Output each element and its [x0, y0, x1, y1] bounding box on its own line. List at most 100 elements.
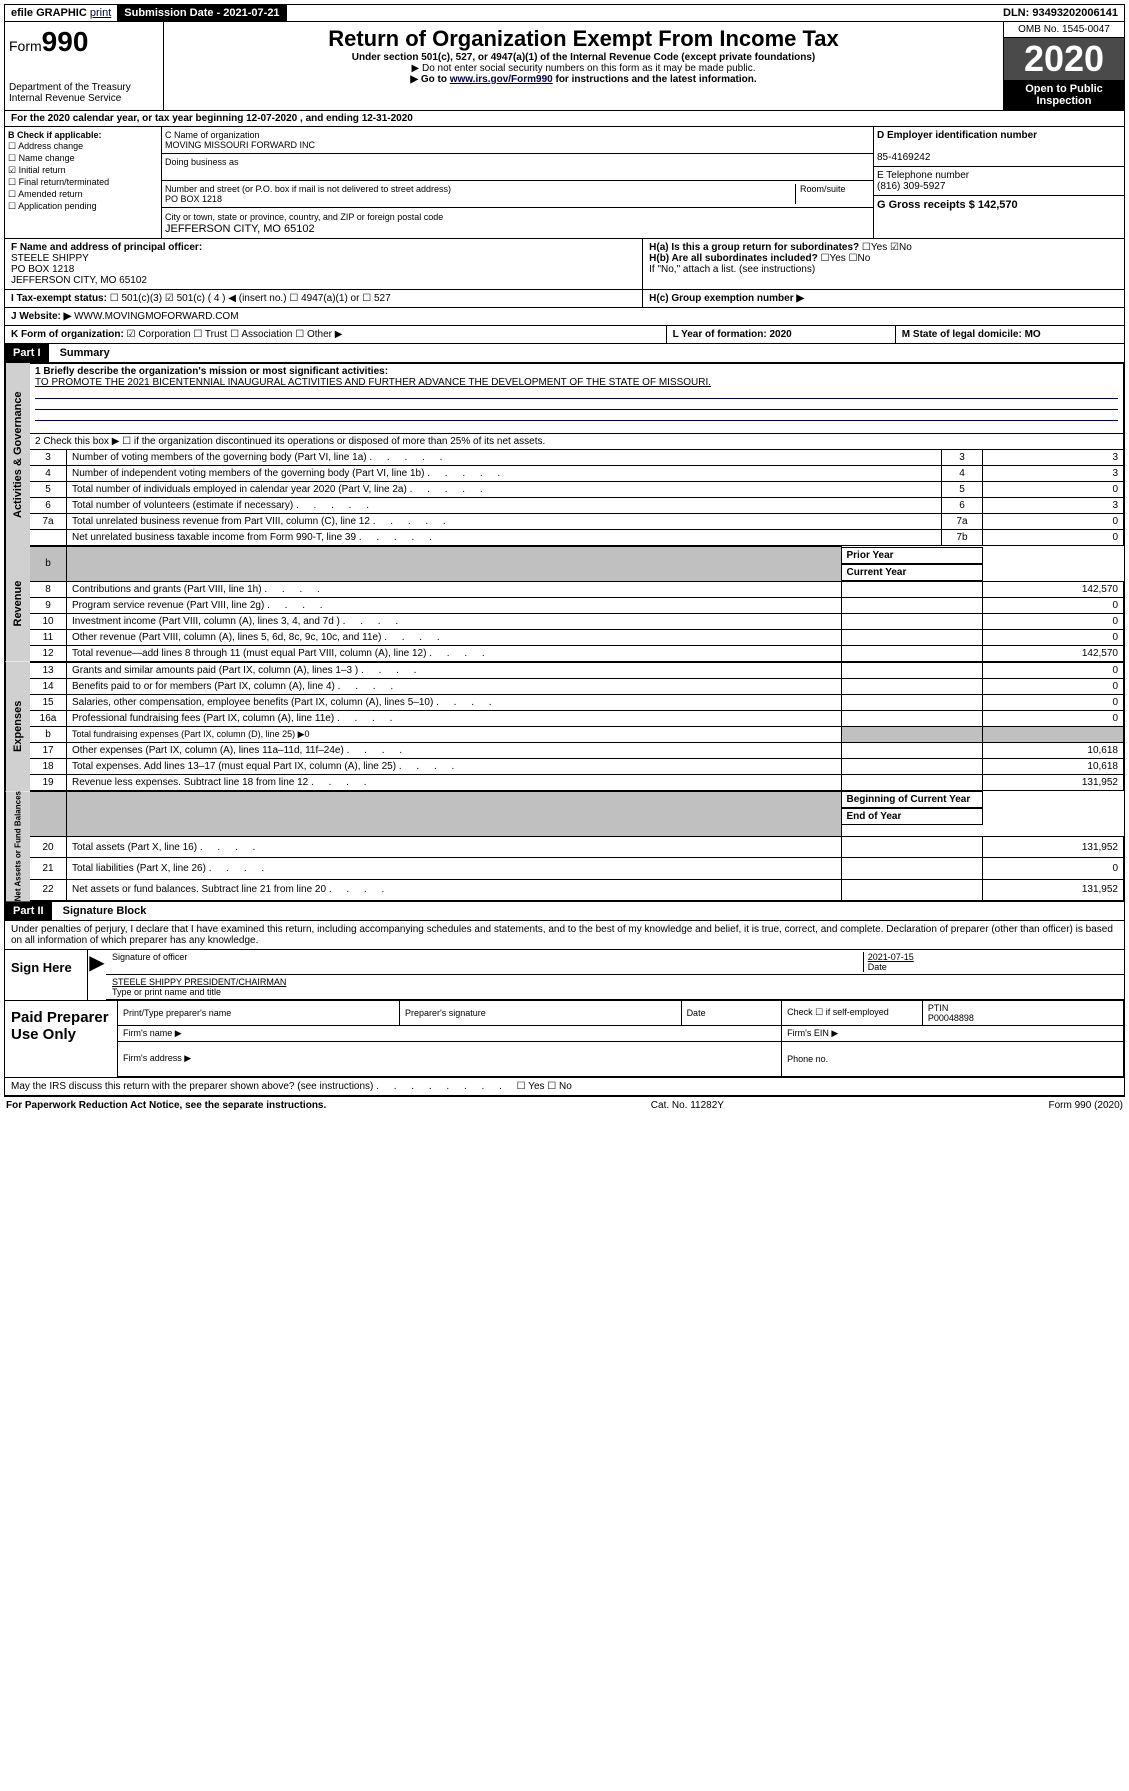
firm-ein-label: Firm's EIN ▶: [782, 1025, 1124, 1041]
hb-label: H(b) Are all subordinates included?: [649, 253, 818, 264]
cat-number: Cat. No. 11282Y: [651, 1100, 724, 1111]
chk-name-change[interactable]: ☐ Name change: [8, 153, 158, 164]
table-row: 19Revenue less expenses. Subtract line 1…: [30, 774, 1124, 790]
sign-date-label: Date: [868, 962, 887, 972]
chk-app-pending[interactable]: ☐ Application pending: [8, 201, 158, 212]
table-row: 13Grants and similar amounts paid (Part …: [30, 662, 1124, 678]
table-row: bTotal fundraising expenses (Part IX, co…: [30, 726, 1124, 742]
phone-label: E Telephone number: [877, 170, 969, 181]
table-row: 22Net assets or fund balances. Subtract …: [30, 879, 1124, 900]
side-revenue: Revenue: [5, 546, 30, 662]
officer-addr1: PO BOX 1218: [11, 264, 74, 275]
side-expenses: Expenses: [5, 662, 30, 791]
self-employed-label: Check ☐ if self-employed: [782, 1001, 923, 1026]
form-subtitle-1: Under section 501(c), 527, or 4947(a)(1)…: [168, 52, 999, 63]
phone-value: (816) 309-5927: [877, 181, 945, 192]
line2: 2 Check this box ▶ ☐ if the organization…: [30, 434, 1124, 450]
irs-link[interactable]: www.irs.gov/Form990: [450, 74, 553, 85]
officer-signature-label: Signature of officer: [112, 952, 863, 972]
dba-label: Doing business as: [165, 157, 239, 167]
form-prefix: Form: [9, 38, 42, 54]
paid-preparer-label: Paid Preparer Use Only: [5, 1001, 118, 1077]
city-value: JEFFERSON CITY, MO 65102: [165, 223, 315, 235]
table-row: 7aTotal unrelated business revenue from …: [30, 514, 1124, 530]
chk-amended[interactable]: ☐ Amended return: [8, 189, 158, 200]
table-row: 12Total revenue—add lines 8 through 11 (…: [30, 645, 1124, 661]
ha-label: H(a) Is this a group return for subordin…: [649, 242, 859, 253]
addr-label: Number and street (or P.O. box if mail i…: [165, 184, 451, 194]
paperwork-notice: For Paperwork Reduction Act Notice, see …: [6, 1100, 326, 1111]
preparer-date-label: Date: [681, 1001, 782, 1026]
discuss-label: May the IRS discuss this return with the…: [11, 1081, 373, 1092]
state-domicile: M State of legal domicile: MO: [902, 329, 1041, 340]
boy-header: Beginning of Current Year: [842, 791, 983, 808]
side-net-assets: Net Assets or Fund Balances: [5, 791, 30, 901]
table-row: 11Other revenue (Part VIII, column (A), …: [30, 629, 1124, 645]
current-year-header: Current Year: [842, 564, 983, 581]
part2-header: Part II: [5, 902, 52, 920]
table-row: Net unrelated business taxable income fr…: [30, 530, 1124, 546]
table-row: 15Salaries, other compensation, employee…: [30, 694, 1124, 710]
ptin-value: P00048898: [928, 1013, 974, 1023]
website-label: J Website: ▶: [11, 311, 71, 322]
form-org-label: K Form of organization:: [11, 329, 124, 340]
goto-pre: ▶ Go to: [410, 74, 449, 85]
year-formation: L Year of formation: 2020: [673, 329, 792, 340]
org-name-label: C Name of organization: [165, 130, 260, 140]
open-public-label: Open to Public Inspection: [1004, 80, 1124, 110]
table-row: 17Other expenses (Part IX, column (A), l…: [30, 742, 1124, 758]
side-activities-governance: Activities & Governance: [5, 363, 30, 546]
part2-title: Signature Block: [55, 902, 155, 920]
officer-printed-name: STEELE SHIPPY PRESIDENT/CHAIRMAN: [112, 977, 286, 987]
city-label: City or town, state or province, country…: [165, 212, 443, 222]
officer-addr2: JEFFERSON CITY, MO 65102: [11, 275, 147, 286]
part1-title: Summary: [52, 344, 118, 362]
top-header-bar: efile GRAPHIC print Submission Date - 20…: [4, 4, 1125, 22]
firm-name-label: Firm's name ▶: [118, 1025, 782, 1041]
officer-label: F Name and address of principal officer:: [11, 242, 202, 253]
table-row: 14Benefits paid to or for members (Part …: [30, 678, 1124, 694]
row-b-label: b: [30, 547, 67, 582]
form-footer: Form 990 (2020): [1049, 1100, 1123, 1111]
table-row: 21Total liabilities (Part X, line 26) . …: [30, 858, 1124, 879]
efile-label: efile GRAPHIC: [11, 7, 87, 19]
print-link[interactable]: print: [90, 7, 111, 19]
sign-date: 2021-07-15: [868, 952, 914, 962]
table-row: 18Total expenses. Add lines 13–17 (must …: [30, 758, 1124, 774]
sign-here-label: Sign Here: [5, 950, 88, 1000]
form-title: Return of Organization Exempt From Incom…: [168, 26, 999, 52]
dept-treasury: Department of the Treasury Internal Reve…: [9, 82, 159, 104]
table-row: 10Investment income (Part VIII, column (…: [30, 613, 1124, 629]
chk-final-return[interactable]: ☐ Final return/terminated: [8, 177, 158, 188]
table-row: 8Contributions and grants (Part VIII, li…: [30, 581, 1124, 597]
hc-label: H(c) Group exemption number ▶: [649, 293, 804, 304]
website-value: WWW.MOVINGMOFORWARD.COM: [74, 311, 238, 322]
eoy-header: End of Year: [842, 808, 983, 825]
ein-value: 85-4169242: [877, 152, 930, 163]
firm-phone-label: Phone no.: [782, 1041, 1124, 1076]
table-row: 9Program service revenue (Part VIII, lin…: [30, 597, 1124, 613]
prior-year-header: Prior Year: [842, 547, 983, 564]
org-name: MOVING MISSOURI FORWARD INC: [165, 140, 315, 150]
gross-receipts: G Gross receipts $ 142,570: [877, 199, 1018, 211]
section-a-period: For the 2020 calendar year, or tax year …: [4, 111, 1125, 127]
tax-year: 2020: [1004, 38, 1124, 80]
table-row: 16aProfessional fundraising fees (Part I…: [30, 710, 1124, 726]
tax-exempt-label: I Tax-exempt status:: [11, 293, 107, 304]
preparer-name-label: Print/Type preparer's name: [118, 1001, 400, 1026]
table-row: 3Number of voting members of the governi…: [30, 450, 1124, 466]
dln-label: DLN: 93493202006141: [997, 5, 1124, 21]
ptin-label: PTIN: [928, 1003, 949, 1013]
room-label: Room/suite: [800, 184, 846, 194]
table-row: 5Total number of individuals employed in…: [30, 482, 1124, 498]
line1-label: 1 Briefly describe the organization's mi…: [35, 366, 388, 377]
form-number: 990: [42, 26, 89, 57]
section-b-label: B Check if applicable:: [8, 130, 102, 140]
table-row: 4Number of independent voting members of…: [30, 466, 1124, 482]
addr-value: PO BOX 1218: [165, 194, 222, 204]
chk-address-change[interactable]: ☐ Address change: [8, 141, 158, 152]
part1-header: Part I: [5, 344, 49, 362]
ein-label: D Employer identification number: [877, 130, 1037, 141]
chk-initial-return[interactable]: ☑ Initial return: [8, 165, 158, 176]
hb-note: If "No," attach a list. (see instruction…: [649, 264, 1118, 275]
